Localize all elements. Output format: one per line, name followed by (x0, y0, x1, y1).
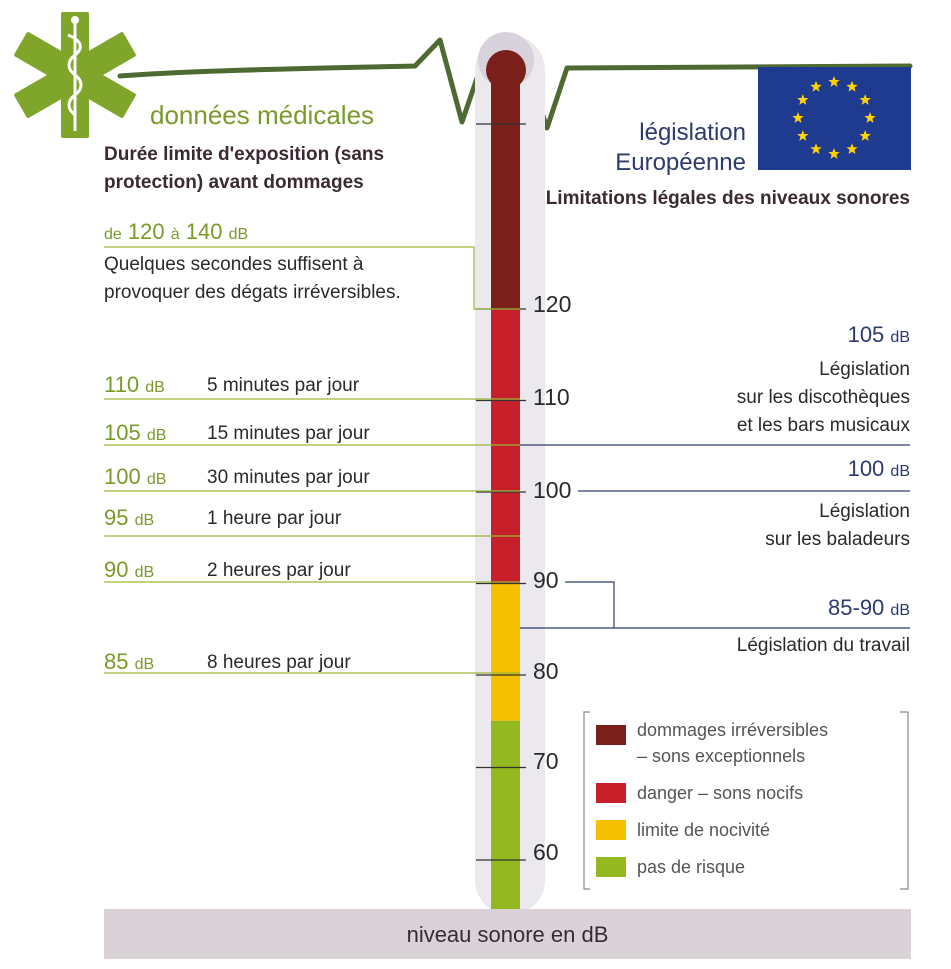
thermometer-bulb-fill (486, 50, 526, 90)
eu-star (828, 148, 840, 159)
medical-subtitle: Durée limite d'exposition (sans protecti… (104, 144, 385, 193)
tick-label-70: 70 (533, 748, 559, 774)
eu-number: 100 (847, 456, 885, 481)
eu-value-85-90: 85-90 dB (828, 595, 910, 621)
legend-item-no-risk: pas de risque (637, 857, 746, 877)
eu-unit: dB (890, 463, 910, 480)
eu-star (792, 112, 804, 123)
eu-title-line1: législation (639, 119, 746, 146)
eu-title: législation Européenne (560, 118, 746, 178)
eu-unit: dB (890, 602, 910, 619)
eu-star (810, 143, 822, 154)
axis-label-footer: niveau sonore en dB (104, 909, 911, 959)
tick-label-120: 120 (533, 291, 572, 317)
level-unit: dB (145, 379, 165, 396)
legend-label: dommages irréversibles (637, 720, 829, 740)
eu-desc-line: sur les baladeurs (765, 529, 910, 550)
legend-label: – sons exceptionnels (637, 746, 806, 766)
level-duration-105: 15 minutes par jour (207, 423, 370, 444)
scale-band (491, 720, 520, 912)
level-value-105: 105 dB (104, 420, 166, 446)
eu-subtitle: Limitations légales des niveaux sonores (545, 188, 910, 209)
legend-item-irreversible: dommages irréversibles – sons exceptionn… (637, 717, 828, 769)
level-unit: dB (134, 564, 155, 581)
eu-star (859, 94, 871, 105)
tick-label-110: 110 (533, 384, 570, 410)
eu-desc-line: sur les discothèques (736, 387, 910, 408)
eu-desc-line: Législation du travail (736, 635, 910, 656)
legend-item-limit: limite de nocivité (637, 820, 771, 840)
medical-guide-lines (104, 246, 520, 674)
scale-band (491, 583, 520, 721)
range-label: de 120 à 140 dB (104, 219, 248, 245)
eu-desc-line: Législation (819, 359, 910, 380)
level-number: 110 (104, 372, 140, 397)
eu-star (864, 112, 876, 123)
eu-star (797, 130, 809, 141)
level-unit: dB (146, 471, 167, 488)
level-value-90: 90 dB (104, 557, 154, 583)
level-unit: dB (146, 427, 167, 444)
level-duration-85: 8 heures par jour (207, 652, 351, 673)
tick-label-100: 100 (533, 477, 572, 503)
level-number: 95 (104, 505, 129, 530)
level-value-100: 100 dB (104, 464, 166, 490)
level-unit: dB (134, 512, 155, 529)
eu-value-100: 100 dB (848, 456, 910, 482)
eu-guide-lines (520, 444, 910, 629)
eu-number: 105 (847, 322, 885, 347)
range-mid: à (170, 226, 180, 243)
legend-swatch-limit (596, 820, 626, 840)
tick-label-60: 60 (533, 839, 559, 865)
star-of-life-icon (14, 12, 136, 138)
legend-bracket (583, 711, 909, 890)
legend-swatch-irreversible (596, 725, 626, 745)
scale-band (491, 309, 520, 584)
eu-desc-line: Législation (819, 501, 910, 522)
medical-title: données médicales (150, 100, 375, 130)
level-number: 90 (104, 557, 129, 582)
tick-label-90: 90 (533, 567, 559, 593)
tick-label-80: 80 (533, 658, 559, 684)
level-value-85: 85 dB (104, 649, 154, 675)
eu-star (846, 143, 858, 154)
eu-number: 85-90 (828, 595, 885, 620)
level-duration-100: 30 minutes par jour (207, 467, 370, 488)
scale-bands (491, 80, 520, 912)
legend-item-danger: danger – sons nocifs (637, 783, 804, 803)
range-low: 120 (127, 219, 165, 244)
legend-swatch-no-risk (596, 857, 626, 877)
eu-unit: dB (890, 329, 910, 346)
eu-desc-85-90: Législation du travail (737, 632, 910, 660)
scale-band (491, 80, 520, 309)
level-duration-90: 2 heures par jour (207, 560, 351, 581)
eu-star (859, 130, 871, 141)
level-duration-95: 1 heure par jour (207, 508, 342, 529)
eu-star (828, 76, 840, 87)
eu-desc-105: Législation sur les discothèques et les … (737, 356, 910, 440)
eu-value-105: 105 dB (848, 322, 910, 348)
level-unit: dB (134, 656, 155, 673)
level-number: 105 (104, 420, 141, 445)
range-description: Quelques secondes suffisent à provoquer … (104, 254, 401, 303)
eu-flag-icon (758, 67, 911, 170)
level-number: 100 (104, 464, 141, 489)
eu-star (810, 80, 822, 92)
level-value-110: 110 dB (104, 372, 165, 398)
eu-desc-line: et les bars musicaux (736, 415, 910, 436)
range-high: 140 (185, 219, 223, 244)
range-from: de (104, 226, 122, 243)
legend-swatch-danger (596, 783, 626, 803)
eu-title-line2: Européenne (615, 149, 746, 176)
level-value-95: 95 dB (104, 505, 154, 531)
range-unit: dB (228, 226, 249, 243)
eu-star (797, 94, 809, 105)
eu-desc-100: Législation sur les baladeurs (765, 498, 910, 554)
level-number: 85 (104, 649, 129, 674)
eu-star (846, 80, 858, 92)
level-duration-110: 5 minutes par jour (207, 375, 360, 396)
